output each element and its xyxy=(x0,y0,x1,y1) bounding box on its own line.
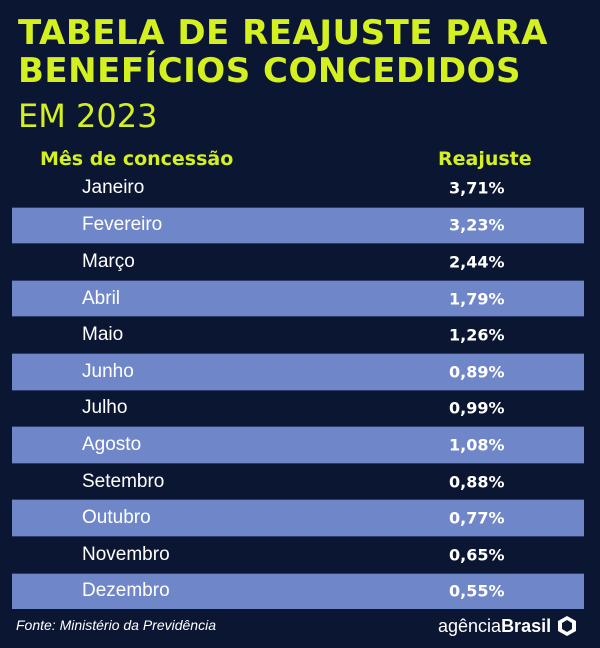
table-row: Março 2,44% xyxy=(12,243,584,280)
table-row: Abril 1,79% xyxy=(12,279,584,317)
table-row: Fevereiro 3,23% xyxy=(12,206,584,244)
month-cell: Setembro xyxy=(82,470,165,492)
adjustment-value-cell: 1,08% xyxy=(449,435,505,455)
agencia-brasil-logo: agência Brasil xyxy=(438,614,579,638)
adjustment-value-cell: 1,79% xyxy=(449,289,505,309)
table-row: Janeiro 3,71% xyxy=(12,170,584,207)
table-row: Outubro 0,77% xyxy=(12,499,584,536)
month-cell: Abril xyxy=(82,287,121,309)
table-row: Agosto 1,08% xyxy=(12,426,584,463)
column-header-adjustment: Reajuste xyxy=(438,148,532,170)
month-cell: Julho xyxy=(82,397,128,419)
adjustment-value-cell: 0,55% xyxy=(449,581,505,601)
table-row: Novembro 0,65% xyxy=(12,535,584,573)
page-subtitle: EM 2023 xyxy=(18,97,158,135)
adjustment-value-cell: 2,44% xyxy=(449,252,505,272)
adjustment-value-cell: 1,26% xyxy=(449,325,505,345)
adjustment-table: Janeiro 3,71% Fevereiro 3,23% Março 2,44% Abri… xyxy=(12,170,584,610)
source-note: Fonte: Ministério da Previdência xyxy=(16,617,216,633)
brand-text-part1: agência xyxy=(438,615,502,636)
title-line-1: TABELA DE REAJUSTE PARA xyxy=(18,13,548,53)
title-line-2: BENEFÍCIOS CONCEDIDOS xyxy=(18,51,522,91)
table-row: Junho 0,89% xyxy=(12,352,584,390)
adjustment-value-cell: 0,89% xyxy=(449,362,505,382)
month-cell: Março xyxy=(82,250,135,272)
adjustment-value-cell: 0,65% xyxy=(449,545,505,565)
table-row: Dezembro 0,55% xyxy=(12,572,584,610)
adjustment-value-cell: 3,23% xyxy=(449,215,505,235)
month-cell: Dezembro xyxy=(82,580,170,602)
column-header-month: Mês de concessão xyxy=(40,148,234,170)
month-cell: Fevereiro xyxy=(82,214,163,236)
adjustment-value-cell: 3,71% xyxy=(449,178,505,198)
adjustment-value-cell: 0,88% xyxy=(449,472,505,492)
month-cell: Janeiro xyxy=(82,177,145,199)
month-cell: Novembro xyxy=(82,543,170,565)
month-cell: Agosto xyxy=(82,433,142,455)
page-title: TABELA DE REAJUSTE PARA BENEFÍCIOS CONCE… xyxy=(18,14,548,90)
table-row: Julho 0,99% xyxy=(12,389,584,427)
month-cell: Maio xyxy=(82,324,124,346)
brand-text-part2: Brasil xyxy=(501,615,552,636)
adjustment-value-cell: 0,77% xyxy=(449,508,505,528)
month-cell: Outubro xyxy=(82,507,151,529)
brand-mark-icon xyxy=(558,616,577,636)
month-cell: Junho xyxy=(82,360,134,382)
adjustment-value-cell: 0,99% xyxy=(449,398,505,418)
table-row: Maio 1,26% xyxy=(12,316,584,353)
table-row: Setembro 0,88% xyxy=(12,462,584,500)
